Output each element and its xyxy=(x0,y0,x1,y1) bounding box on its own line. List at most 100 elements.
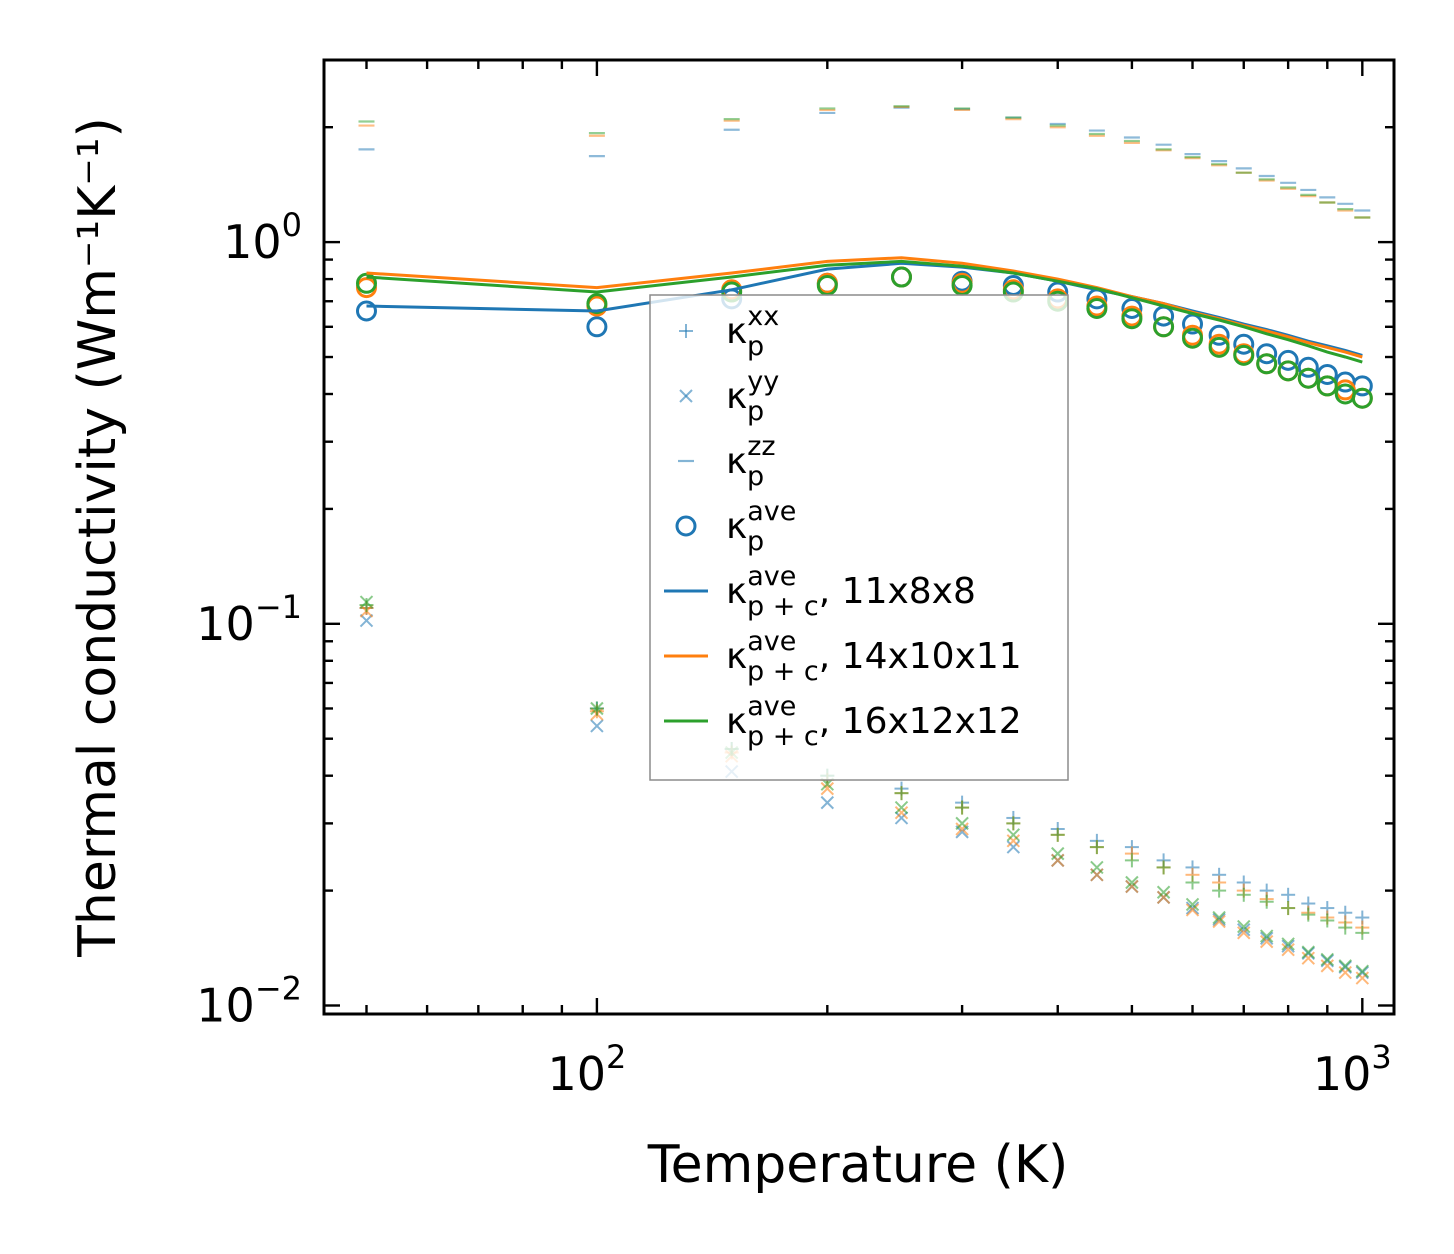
kyy-marker-b xyxy=(894,800,909,815)
kyy-marker-16x12x12 xyxy=(1259,929,1274,943)
kave-marker-16x12x12 xyxy=(1297,367,1319,389)
kyy-marker-14x10x11 xyxy=(1125,879,1139,894)
legend-entry: κave p xyxy=(675,496,796,557)
y-tick-label: 10−1 xyxy=(196,588,302,651)
x-tick-label: 103 xyxy=(1313,1038,1392,1101)
kave-marker-16x12x12 xyxy=(1086,297,1108,319)
kyy-marker-16x12x12 xyxy=(1006,828,1021,842)
y-tick-label: 10−2 xyxy=(196,969,302,1032)
legend-label-base: κ xyxy=(726,571,747,612)
kyy-marker-b xyxy=(1237,919,1251,934)
kyy-marker-11x8x8 xyxy=(894,811,909,825)
kave-marker-11x8x8 xyxy=(1256,343,1278,365)
kxx-marker-16x12x12 xyxy=(1050,827,1065,842)
kyy-marker-b xyxy=(1212,910,1226,925)
legend-label-sub: p xyxy=(747,396,764,427)
legend-label-sub: p xyxy=(747,526,764,557)
kxx-marker-16x12x12 xyxy=(1320,913,1335,928)
legend-label-sub: p xyxy=(747,331,764,362)
kave-marker-16x12x12 xyxy=(1316,375,1338,397)
kyy-marker-11x8x8 xyxy=(820,795,835,810)
kave-marker-11x8x8 xyxy=(1182,313,1204,335)
legend-label-sub: p + c xyxy=(747,591,819,622)
kave-marker-16x12x12 xyxy=(1277,360,1299,382)
kxx-marker-16x12x12 xyxy=(1006,816,1021,831)
kyy-marker-b xyxy=(1338,959,1352,973)
kave-marker-16x12x12 xyxy=(1351,387,1373,409)
legend-label-sub: p + c xyxy=(747,656,819,687)
legend-label-sub: p + c xyxy=(747,721,819,752)
legend-label-sup: ave xyxy=(747,691,796,722)
kyy-marker-16x12x12 xyxy=(359,595,374,609)
kxx-marker-16x12x12 xyxy=(1185,875,1200,890)
kxx-marker-16x12x12 xyxy=(359,598,374,613)
legend-label-sup: ave xyxy=(747,626,796,657)
kyy-marker-b xyxy=(1237,926,1251,940)
legend-label-base: κ xyxy=(726,701,747,742)
legend-label-sup: zz xyxy=(747,431,775,462)
kyy-marker-b xyxy=(1237,922,1251,937)
kave-marker-11x8x8 xyxy=(1277,349,1299,371)
kxx-marker-11x8x8 xyxy=(1281,887,1296,902)
x-axis-title: Temperature (K) xyxy=(647,1135,1069,1195)
kyy-marker-14x10x11 xyxy=(1212,914,1226,929)
kyy-marker-b xyxy=(1259,929,1274,943)
kyy-marker-11x8x8 xyxy=(1185,901,1200,915)
y-tick-label-base: 10 xyxy=(223,215,282,269)
kyy-marker-b xyxy=(1156,890,1171,905)
kyy-marker-b xyxy=(1320,952,1335,967)
kave-marker-11x8x8 xyxy=(1297,356,1319,378)
legend-label-base: κ xyxy=(726,441,747,482)
kyy-marker-b xyxy=(1006,834,1021,848)
legend-label-suffix: , 14x10x11 xyxy=(819,636,1022,677)
kyy-marker-14x10x11 xyxy=(1237,926,1251,940)
kyy-marker-b xyxy=(1185,901,1200,915)
x-tick-label: 102 xyxy=(547,1038,626,1101)
legend-entry: κzz p xyxy=(678,431,776,492)
kyy-marker-14x10x11 xyxy=(1006,834,1021,848)
plot-frame xyxy=(322,58,1396,1016)
kyy-marker-b xyxy=(1090,860,1104,875)
kxx-marker-16x12x12 xyxy=(1338,920,1353,935)
kave-marker-11x8x8 xyxy=(1233,333,1255,355)
kyy-marker-14x10x11 xyxy=(1320,959,1335,973)
legend-cross-icon xyxy=(679,389,693,403)
kyy-marker-b xyxy=(1259,934,1274,949)
kyy-marker-14x10x11 xyxy=(1301,951,1316,965)
kyy-marker-b xyxy=(955,816,969,831)
kyy-marker-16x12x12 xyxy=(1320,952,1335,967)
kyy-marker-b xyxy=(1281,939,1295,953)
kave-marker-16x12x12 xyxy=(1208,336,1230,358)
y-tick-label-base: 10 xyxy=(196,597,255,651)
kxx-marker-16x12x12 xyxy=(955,800,970,815)
legend-entry: κave p + c, 14x10x11 xyxy=(664,626,1022,687)
x-tick-label-exponent: 3 xyxy=(1371,1038,1391,1076)
kyy-marker-11x8x8 xyxy=(590,719,604,733)
kave-marker-11x8x8 xyxy=(355,300,377,322)
legend-label-sup: yy xyxy=(747,366,779,397)
kyy-marker-b xyxy=(1156,885,1171,899)
kyy-marker-16x12x12 xyxy=(1237,919,1251,934)
kave-marker-11x8x8 xyxy=(1121,297,1143,319)
y-tick-label-exponent: −2 xyxy=(255,969,302,1007)
legend-entry: κave p + c, 16x12x12 xyxy=(664,691,1022,752)
kave-marker-16x12x12 xyxy=(1182,327,1204,349)
kyy-marker-b xyxy=(894,811,909,825)
kxx-marker-16x12x12 xyxy=(1124,853,1139,868)
kyy-marker-16x12x12 xyxy=(1212,910,1226,925)
y-tick-label-exponent: −1 xyxy=(255,588,302,626)
legend-label: κyy p xyxy=(726,366,779,427)
legend-label: κxx p xyxy=(726,301,779,362)
legend-label: κzz p xyxy=(726,431,776,492)
kyy-marker-b xyxy=(1125,875,1139,890)
legend-label-sup: xx xyxy=(747,301,779,332)
legend-label: κave p + c, 14x10x11 xyxy=(726,626,1022,687)
kyy-marker-b xyxy=(1212,914,1226,929)
legend-label: κave p xyxy=(726,496,796,557)
kyy-marker-b xyxy=(1281,937,1295,951)
kyy-marker-b xyxy=(1355,964,1370,978)
kave-marker-11x8x8 xyxy=(586,316,608,338)
kxx-marker-16x12x12 xyxy=(1236,887,1251,902)
